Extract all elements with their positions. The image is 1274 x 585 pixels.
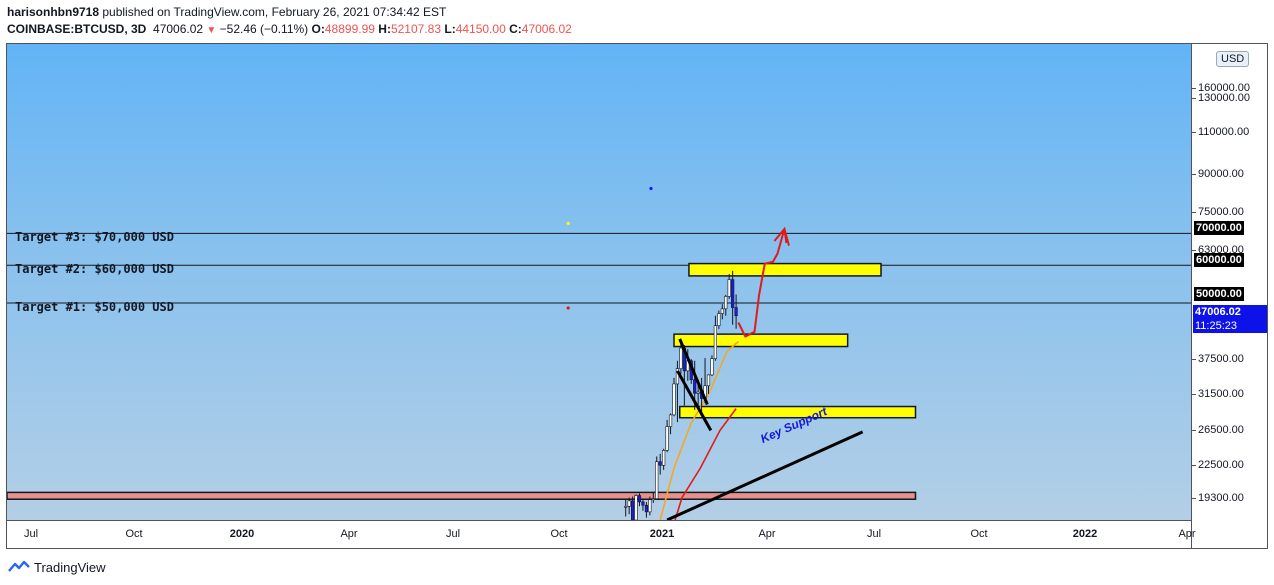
tradingview-logo-icon (8, 560, 30, 572)
candle-down (658, 461, 662, 466)
target-1-label: Target #1: $50,000 USD (15, 300, 174, 314)
time-tick: Jul (866, 528, 882, 540)
candle-up (713, 325, 717, 359)
candle-down (731, 279, 735, 308)
price-change: −52.46 (−0.11%) (219, 22, 309, 36)
high-value: 52107.83 (390, 22, 442, 36)
candle-up (662, 450, 666, 466)
footer-brand: TradingView (34, 559, 106, 575)
price-tick: 160000.00 (1192, 82, 1250, 94)
tradingview-footer[interactable]: TradingView (8, 557, 106, 577)
resistance-zone-rect (679, 405, 917, 419)
candle-up (655, 461, 659, 499)
low-value: 44150.00 (455, 22, 506, 36)
author-name: harisonhbn9718 (7, 5, 100, 19)
candle-up (651, 498, 655, 501)
level-label-50000: 50000.00 (1194, 287, 1244, 301)
candle-up (634, 495, 638, 520)
candle-down (734, 307, 738, 317)
candle-down (641, 501, 645, 506)
candle-up (627, 500, 631, 507)
ohlc-legend: COINBASE:BTCUSD, 3D 47006.02 ▼ −52.46 (−… (7, 22, 572, 36)
open-label: O: (311, 22, 325, 36)
marker-dot (566, 221, 570, 225)
close-label: C: (509, 22, 522, 36)
price-tick: 110000.00 (1191, 126, 1250, 138)
trendline (666, 430, 864, 520)
marker-dot (649, 186, 653, 191)
candle-up (679, 347, 683, 369)
candle-up (648, 499, 652, 513)
symbol-label[interactable]: COINBASE:BTCUSD, 3D (7, 22, 147, 36)
candle-up (717, 313, 721, 326)
candle-up (720, 308, 724, 314)
current-price-label: 47006.02 (1193, 305, 1267, 319)
time-tick: Jul (445, 528, 461, 540)
marker-dot (566, 306, 570, 310)
price-tick: 37500.00 (1192, 353, 1244, 365)
candle-down (637, 495, 642, 503)
price-tick: 19300.00 (1192, 492, 1244, 504)
time-tick: 2021 (649, 528, 675, 540)
high-label: H: (378, 22, 391, 36)
time-tick: 2020 (229, 528, 255, 540)
candle-up (724, 296, 728, 310)
price-tick: 22500.00 (1192, 459, 1244, 471)
target-2-label: Target #2: $60,000 USD (15, 262, 174, 276)
candle-down (693, 379, 697, 394)
resistance-zone-rect (673, 333, 849, 348)
chart-frame[interactable]: Target #3: $70,000 USD Target #2: $60,00… (6, 43, 1268, 549)
price-tick: 75000.00 (1192, 206, 1244, 218)
candle-down (644, 504, 648, 513)
candle-up (672, 383, 676, 416)
candle-up (706, 374, 711, 387)
price-tick: 26500.00 (1192, 424, 1244, 436)
time-tick: Jul (23, 528, 39, 540)
projection-arrow-path (737, 228, 790, 338)
currency-badge[interactable]: USD (1216, 51, 1250, 67)
open-value: 48899.99 (324, 22, 375, 36)
time-tick: 2022 (1072, 528, 1098, 540)
target-3-label: Target #3: $70,000 USD (15, 230, 174, 244)
candle-up (665, 426, 669, 451)
plot-area[interactable]: Target #3: $70,000 USD Target #2: $60,00… (7, 44, 1191, 520)
resistance-zone-rect (688, 262, 882, 277)
moving-average-line (674, 408, 737, 520)
time-axis[interactable]: Jul Oct 2020 Apr Jul Oct 2021 Apr Jul Oc… (7, 520, 1196, 548)
last-price: 47006.02 (153, 22, 204, 36)
time-tick: Apr (340, 528, 358, 540)
time-tick: Apr (758, 528, 776, 540)
candle-up (710, 358, 714, 376)
candle-up (696, 391, 700, 394)
low-label: L: (444, 22, 456, 36)
price-tick: 90000.00 (1192, 168, 1244, 180)
candle-up (668, 414, 673, 427)
publish-info: harisonhbn9718 published on TradingView.… (7, 5, 446, 19)
projection-arrowhead (773, 226, 788, 244)
price-axis[interactable]: USD 160000.00 130000.00 110000.00 90000.… (1191, 44, 1267, 548)
moving-average-line (659, 340, 739, 520)
time-tick: Apr (1178, 528, 1196, 540)
price-tick: 130000.00 (1192, 92, 1250, 104)
price-chart-svg[interactable] (7, 44, 1191, 520)
level-label-70000: 70000.00 (1194, 221, 1244, 235)
time-tick: Oct (550, 528, 568, 540)
price-tick: 31500.00 (1192, 388, 1244, 400)
time-tick: Oct (125, 528, 143, 540)
candle-down (630, 500, 635, 520)
candle-up (624, 505, 628, 508)
trendline (678, 338, 709, 406)
bar-countdown: 11:25:23 (1193, 319, 1267, 333)
candle-up (727, 279, 731, 297)
close-value: 47006.02 (521, 22, 572, 36)
trendline (676, 370, 713, 432)
down-triangle-icon: ▼ (206, 25, 217, 36)
level-label-60000: 60000.00 (1194, 253, 1244, 267)
support-zone-rect (7, 491, 917, 500)
time-tick: Oct (970, 528, 988, 540)
publish-details: published on TradingView.com, February 2… (99, 5, 447, 19)
